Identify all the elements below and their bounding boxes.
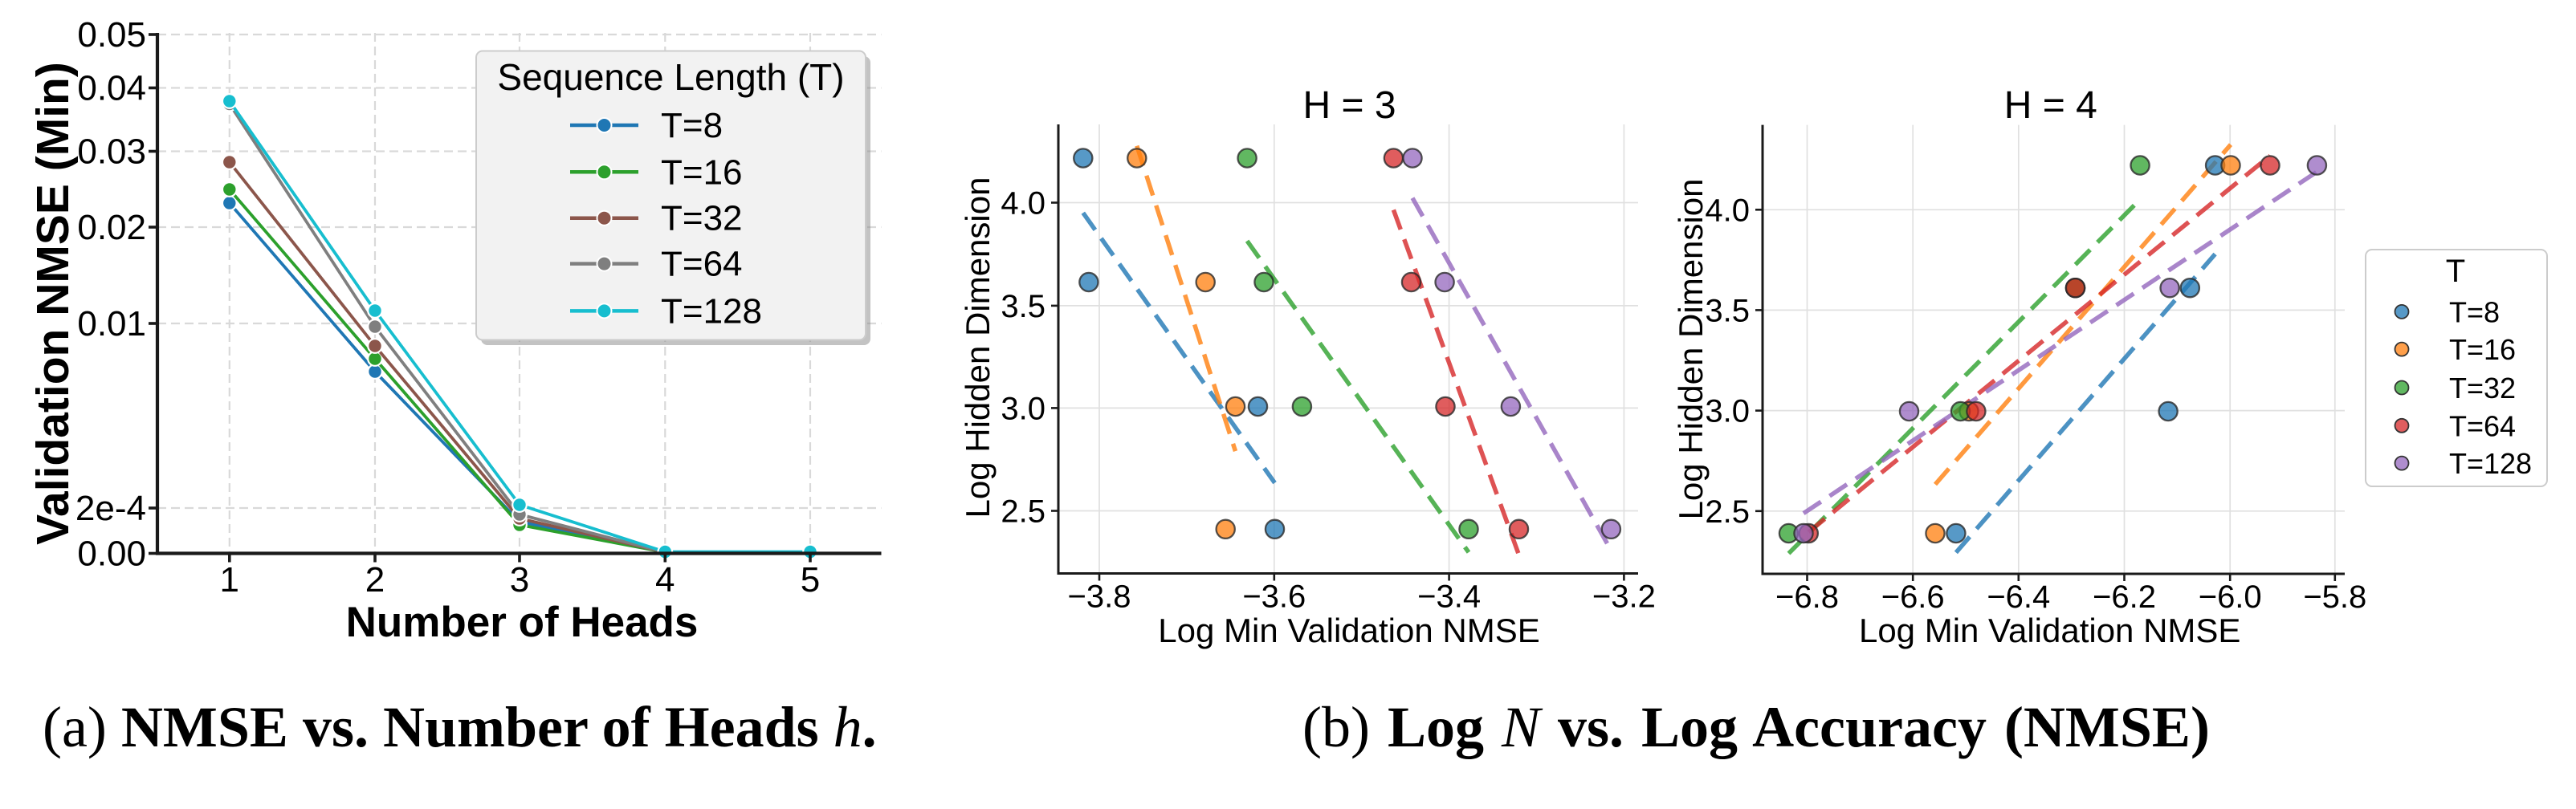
svg-text:−6.0: −6.0	[2199, 579, 2262, 615]
svg-text:4.0: 4.0	[1705, 193, 1750, 228]
svg-text:3: 3	[510, 560, 529, 600]
svg-text:3.0: 3.0	[1705, 394, 1750, 429]
svg-text:−3.4: −3.4	[1417, 579, 1481, 615]
svg-text:(a) NMSE vs. Number of Heads h: (a) NMSE vs. Number of Heads h.	[43, 695, 877, 759]
svg-text:0.02: 0.02	[77, 208, 146, 247]
svg-text:Log Hidden Dimension: Log Hidden Dimension	[1672, 179, 1710, 520]
svg-text:5: 5	[801, 560, 820, 600]
svg-text:Sequence Length (T): Sequence Length (T)	[497, 56, 844, 98]
svg-text:T=64: T=64	[661, 245, 743, 284]
svg-text:−6.4: −6.4	[1987, 579, 2050, 615]
svg-text:−3.2: −3.2	[1592, 579, 1656, 615]
svg-text:0.04: 0.04	[77, 69, 146, 108]
svg-text:1: 1	[220, 560, 239, 600]
svg-text:0.01: 0.01	[77, 304, 146, 344]
svg-text:Number of Heads: Number of Heads	[346, 599, 699, 646]
svg-text:0.05: 0.05	[77, 15, 146, 55]
svg-text:Log Hidden Dimension: Log Hidden Dimension	[959, 177, 997, 518]
svg-text:2.5: 2.5	[1001, 494, 1045, 530]
svg-text:2: 2	[365, 560, 385, 600]
svg-text:2.5: 2.5	[1705, 494, 1750, 530]
svg-text:T: T	[2446, 254, 2465, 289]
svg-text:−3.6: −3.6	[1242, 579, 1306, 615]
svg-text:4.0: 4.0	[1001, 186, 1045, 222]
svg-text:3.5: 3.5	[1705, 293, 1750, 328]
svg-text:Validation NMSE (Min): Validation NMSE (Min)	[27, 62, 79, 545]
svg-text:T=128: T=128	[661, 291, 762, 331]
svg-text:T=32: T=32	[2449, 372, 2516, 404]
svg-text:−5.8: −5.8	[2303, 579, 2366, 615]
svg-text:3.5: 3.5	[1001, 289, 1045, 324]
svg-text:−6.6: −6.6	[1881, 579, 1945, 615]
svg-text:Log Min Validation NMSE: Log Min Validation NMSE	[1158, 612, 1539, 649]
svg-text:(b) Log N vs. Log Accuracy (NM: (b) Log N vs. Log Accuracy (NMSE)	[1302, 695, 2210, 759]
svg-text:T=8: T=8	[2449, 295, 2500, 328]
svg-text:0.00: 0.00	[77, 535, 146, 574]
svg-text:H = 3: H = 3	[1302, 84, 1396, 127]
svg-text:0.03: 0.03	[77, 132, 146, 172]
svg-text:4: 4	[655, 560, 675, 600]
svg-text:2e-4: 2e-4	[75, 489, 146, 528]
svg-text:T=32: T=32	[661, 199, 743, 238]
svg-text:−3.8: −3.8	[1068, 579, 1131, 615]
svg-text:T=16: T=16	[2449, 333, 2516, 366]
svg-text:−6.2: −6.2	[2093, 579, 2156, 615]
svg-text:3.0: 3.0	[1001, 391, 1045, 426]
svg-text:T=16: T=16	[661, 152, 743, 192]
svg-text:H = 4: H = 4	[2004, 84, 2097, 127]
svg-text:T=64: T=64	[2449, 409, 2516, 442]
svg-text:Log Min Validation NMSE: Log Min Validation NMSE	[1859, 612, 2240, 649]
svg-text:T=128: T=128	[2449, 447, 2532, 480]
svg-text:−6.8: −6.8	[1775, 579, 1839, 615]
svg-text:T=8: T=8	[661, 106, 723, 145]
